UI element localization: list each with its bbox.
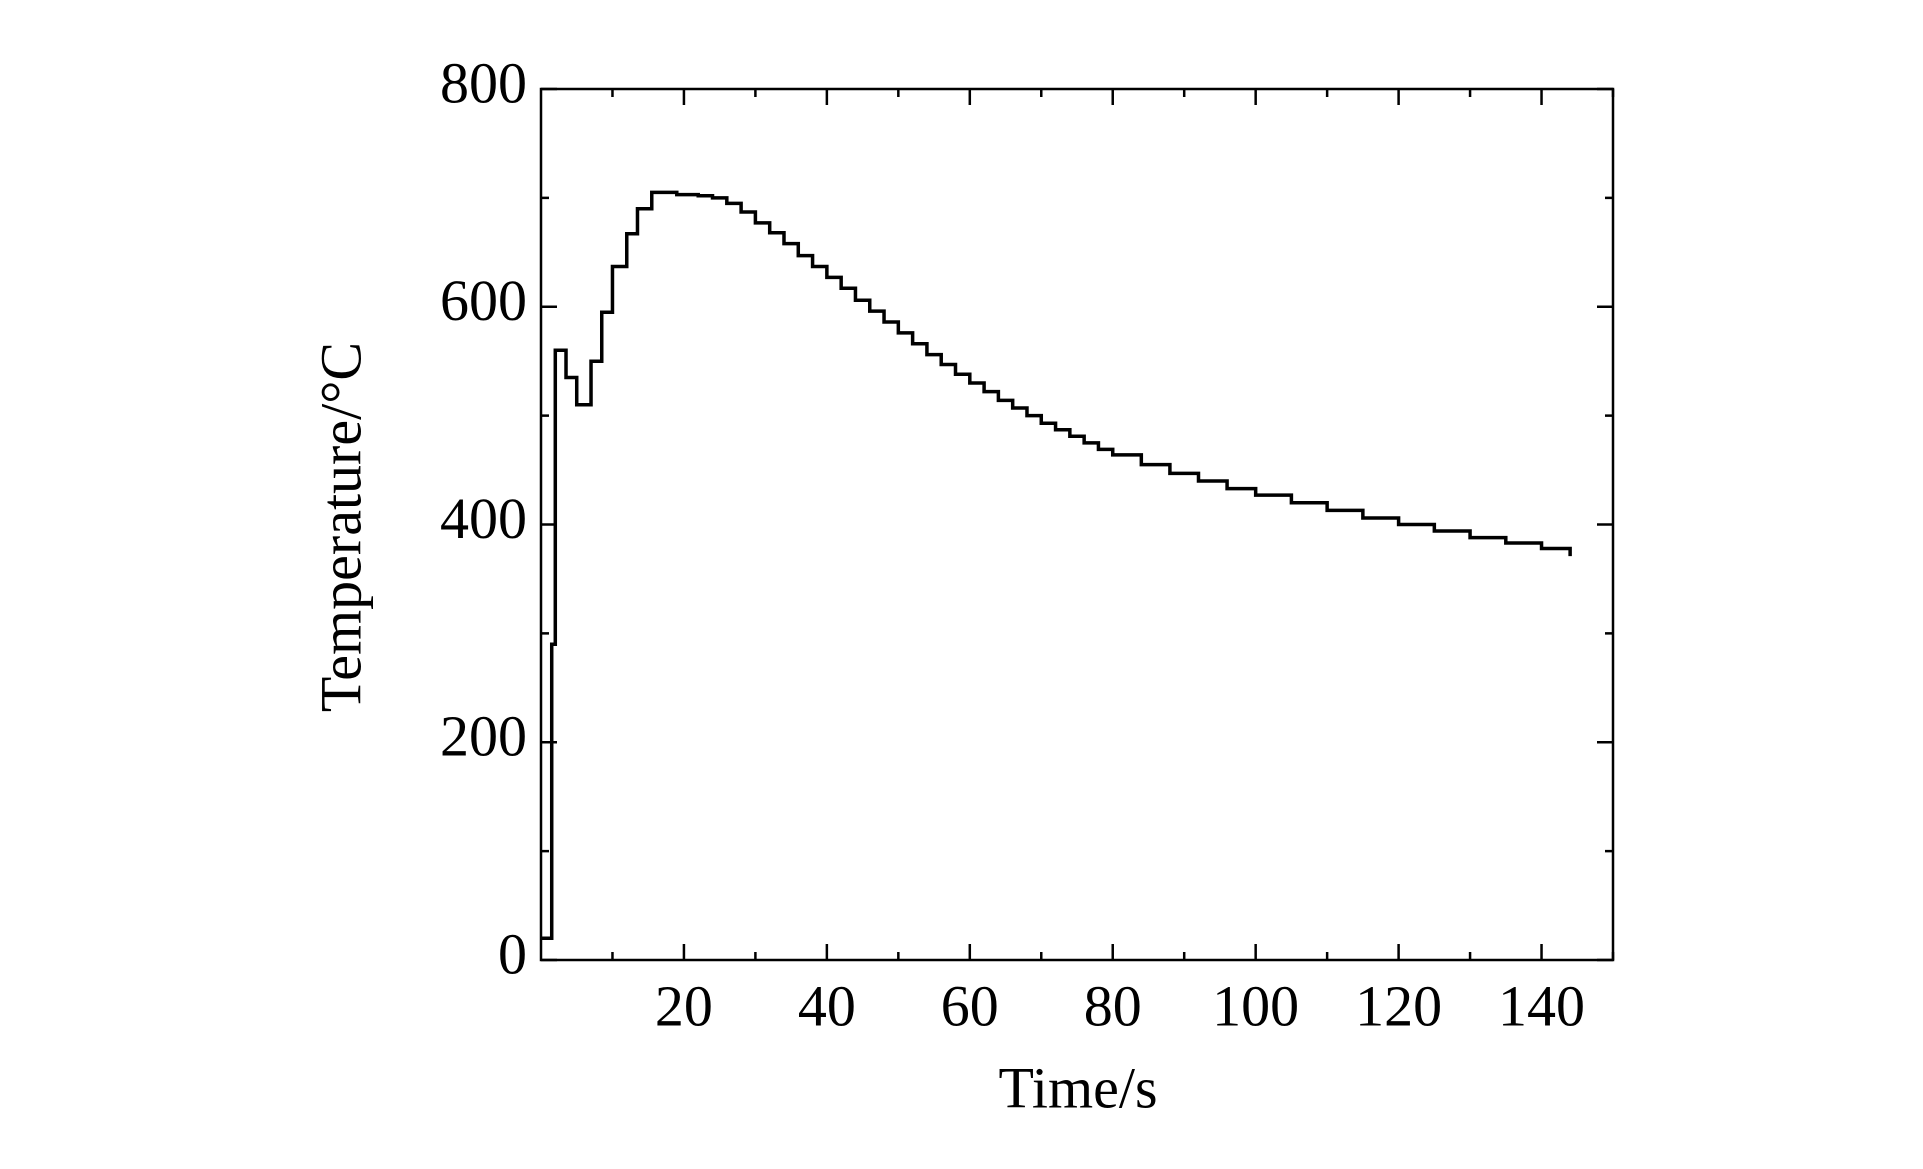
x-axis-label: Time/s	[998, 1055, 1157, 1120]
x-tick-label: 20	[655, 973, 713, 1038]
y-tick-label: 200	[440, 704, 527, 769]
x-tick-label: 60	[941, 973, 999, 1038]
y-tick-label: 600	[440, 268, 527, 333]
y-axis-label: Temperature/°C	[308, 342, 373, 712]
x-tick-label: 40	[798, 973, 856, 1038]
y-tick-label: 0	[498, 921, 527, 986]
plot-frame	[539, 87, 1615, 962]
x-tick-label: 140	[1498, 973, 1585, 1038]
x-tick-label: 80	[1084, 973, 1142, 1038]
y-tick-label: 800	[440, 50, 527, 115]
x-tick-label: 100	[1212, 973, 1299, 1038]
x-tick-label: 120	[1355, 973, 1442, 1038]
y-tick-label: 400	[440, 486, 527, 551]
line	[541, 190, 1572, 940]
